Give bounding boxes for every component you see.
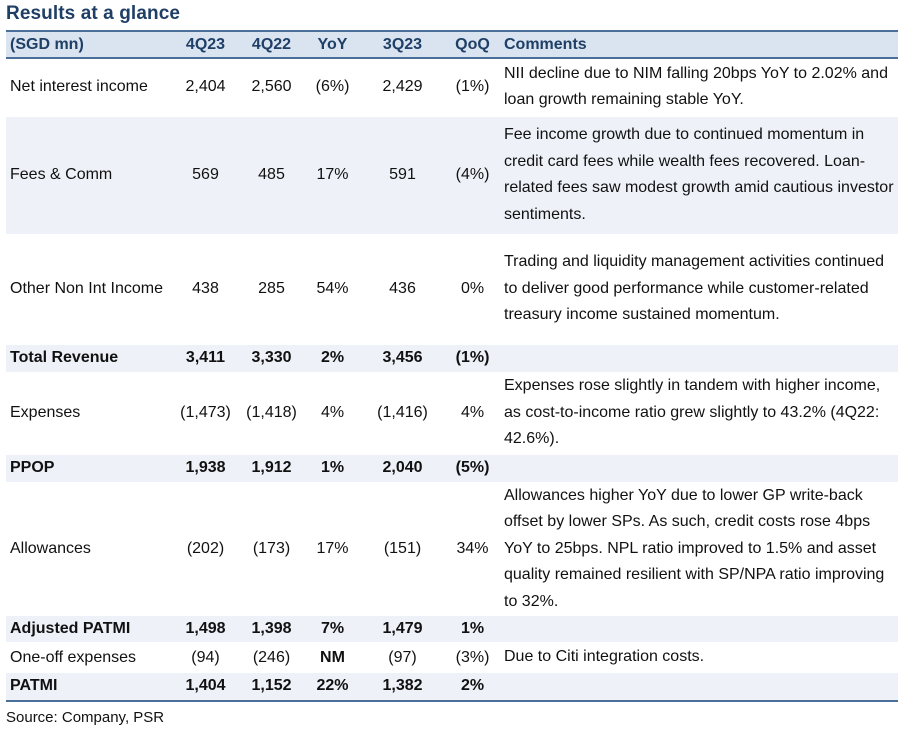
source-note: Source: Company, PSR [6,709,165,726]
table-row: One-off expenses (94) (246) NM (97) (3%)… [6,642,898,673]
header-unit: (SGD mn) [6,30,173,59]
cell-3q23: 436 [360,234,445,345]
cell-qoq: (4%) [445,116,500,235]
cell-yoy: 2% [305,344,360,373]
cell-qoq: 1% [445,615,500,643]
cell-4q23: 438 [173,234,238,345]
cell-comment [500,344,898,373]
cell-qoq: 34% [445,482,500,616]
cell-4q23: 569 [173,116,238,235]
results-table: (SGD mn) 4Q23 4Q22 YoY 3Q23 QoQ Comments… [6,30,898,702]
table-title: Results at a glance [6,3,181,24]
cell-4q22: (173) [238,482,305,616]
cell-4q23: (202) [173,482,238,616]
cell-yoy: 22% [305,672,360,702]
cell-4q22: (246) [238,642,305,673]
cell-4q23: 1,938 [173,454,238,483]
header-comments: Comments [500,30,898,59]
cell-qoq: (3%) [445,642,500,673]
cell-4q22: 1,912 [238,454,305,483]
cell-yoy: (6%) [305,58,360,117]
row-label: Other Non Int Income [6,234,173,345]
cell-4q23: 1,404 [173,672,238,702]
header-row: (SGD mn) 4Q23 4Q22 YoY 3Q23 QoQ Comments [6,30,898,59]
row-label: Expenses [6,372,173,455]
header-qoq: QoQ [445,30,500,59]
cell-3q23: 3,456 [360,344,445,373]
cell-yoy: 54% [305,234,360,345]
header-yoy: YoY [305,30,360,59]
table-row: Other Non Int Income 438 285 54% 436 0% … [6,234,898,345]
cell-3q23: (97) [360,642,445,673]
cell-comment [500,615,898,643]
table-row: Expenses (1,473) (1,418) 4% (1,416) 4% E… [6,372,898,455]
cell-4q22: 3,330 [238,344,305,373]
cell-4q22: 1,398 [238,615,305,643]
cell-qoq: 2% [445,672,500,702]
cell-comment: Allowances higher YoY due to lower GP wr… [500,482,898,616]
cell-yoy: 1% [305,454,360,483]
cell-comment: Fee income growth due to continued momen… [500,116,898,235]
cell-yoy: 17% [305,482,360,616]
row-label: Total Revenue [6,344,173,373]
cell-3q23: 1,382 [360,672,445,702]
cell-4q23: 3,411 [173,344,238,373]
row-label: Net interest income [6,58,173,117]
cell-qoq: (5%) [445,454,500,483]
cell-4q23: 2,404 [173,58,238,117]
cell-yoy: 4% [305,372,360,455]
table-row: PATMI 1,404 1,152 22% 1,382 2% [6,672,898,702]
header-4q23: 4Q23 [173,30,238,59]
cell-comment [500,672,898,702]
cell-4q22: 485 [238,116,305,235]
cell-4q22: 1,152 [238,672,305,702]
cell-4q22: (1,418) [238,372,305,455]
table-row: PPOP 1,938 1,912 1% 2,040 (5%) [6,454,898,483]
table-row: Allowances (202) (173) 17% (151) 34% All… [6,482,898,616]
row-label: Adjusted PATMI [6,615,173,643]
cell-yoy: 7% [305,615,360,643]
cell-comment [500,454,898,483]
cell-comment: Expenses rose slightly in tandem with hi… [500,372,898,455]
cell-3q23: 2,040 [360,454,445,483]
cell-yoy: 17% [305,116,360,235]
cell-3q23: 1,479 [360,615,445,643]
cell-qoq: 0% [445,234,500,345]
table-row: Net interest income 2,404 2,560 (6%) 2,4… [6,58,898,117]
cell-3q23: (151) [360,482,445,616]
header-3q23: 3Q23 [360,30,445,59]
cell-3q23: (1,416) [360,372,445,455]
table-row: Fees & Comm 569 485 17% 591 (4%) Fee inc… [6,116,898,235]
cell-4q23: (94) [173,642,238,673]
cell-comment: Due to Citi integration costs. [500,642,898,673]
cell-4q22: 285 [238,234,305,345]
cell-qoq: (1%) [445,344,500,373]
cell-qoq: 4% [445,372,500,455]
cell-4q23: (1,473) [173,372,238,455]
cell-comment: NII decline due to NIM falling 20bps YoY… [500,58,898,117]
cell-comment: Trading and liquidity management activit… [500,234,898,345]
header-4q22: 4Q22 [238,30,305,59]
table-row: Total Revenue 3,411 3,330 2% 3,456 (1%) [6,344,898,373]
row-label: PPOP [6,454,173,483]
row-label: One-off expenses [6,642,173,673]
row-label: Fees & Comm [6,116,173,235]
cell-4q23: 1,498 [173,615,238,643]
table-row: Adjusted PATMI 1,498 1,398 7% 1,479 1% [6,615,898,643]
cell-3q23: 591 [360,116,445,235]
cell-yoy: NM [305,642,360,673]
row-label: PATMI [6,672,173,702]
row-label: Allowances [6,482,173,616]
cell-qoq: (1%) [445,58,500,117]
cell-3q23: 2,429 [360,58,445,117]
cell-4q22: 2,560 [238,58,305,117]
